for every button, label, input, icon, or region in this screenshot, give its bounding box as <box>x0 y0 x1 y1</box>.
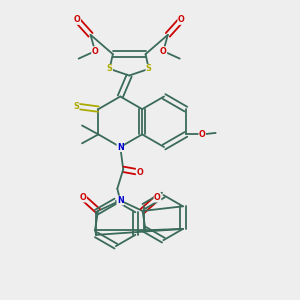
Text: O: O <box>80 193 86 202</box>
Text: O: O <box>160 47 167 56</box>
Text: O: O <box>154 193 161 202</box>
Text: S: S <box>106 64 112 74</box>
Text: O: O <box>199 130 206 139</box>
Text: N: N <box>117 196 124 205</box>
Text: O: O <box>178 16 184 25</box>
Text: S: S <box>146 64 152 74</box>
Text: O: O <box>136 168 143 177</box>
Text: N: N <box>117 142 124 152</box>
Text: O: O <box>92 47 98 56</box>
Text: O: O <box>74 16 81 25</box>
Text: S: S <box>73 102 79 111</box>
